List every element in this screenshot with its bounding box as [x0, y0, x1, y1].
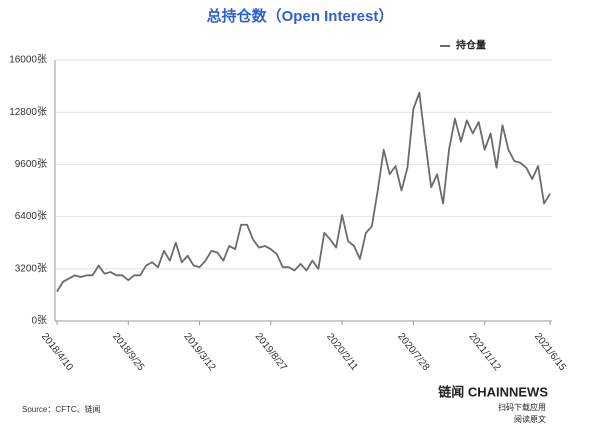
source-note: Source：CFTC、链闻	[22, 404, 101, 414]
x-tick-label: 2021/1/12	[467, 331, 503, 373]
brand: 链闻 CHAINNEWS	[437, 384, 548, 399]
x-tick-label: 2021/6/15	[532, 331, 568, 373]
y-tick-label: 3200张	[15, 262, 47, 274]
y-tick-label: 6400张	[15, 210, 47, 222]
brand-line: 阅读原文	[514, 414, 546, 424]
y-tick-label: 9600张	[15, 158, 47, 170]
x-tick-label: 2020/7/28	[395, 331, 431, 373]
chart-title: 总持仓数（Open Interest）	[207, 7, 394, 25]
x-tick-label: 2018/4/10	[39, 331, 75, 373]
data-line	[56, 91, 551, 293]
x-tick-label: 2019/3/12	[181, 331, 217, 373]
y-tick-label: 16000张	[9, 54, 47, 66]
y-tick-label: 0张	[31, 315, 47, 327]
x-tick-label: 2018/9/25	[110, 331, 146, 373]
x-tick-label: 2020/2/11	[324, 331, 360, 373]
x-tick-label: 2019/8/27	[253, 331, 289, 373]
brand-line: 扫码下载应用	[498, 402, 546, 412]
y-tick-label: 12800张	[9, 106, 47, 118]
legend-label: 持仓量	[456, 39, 486, 52]
